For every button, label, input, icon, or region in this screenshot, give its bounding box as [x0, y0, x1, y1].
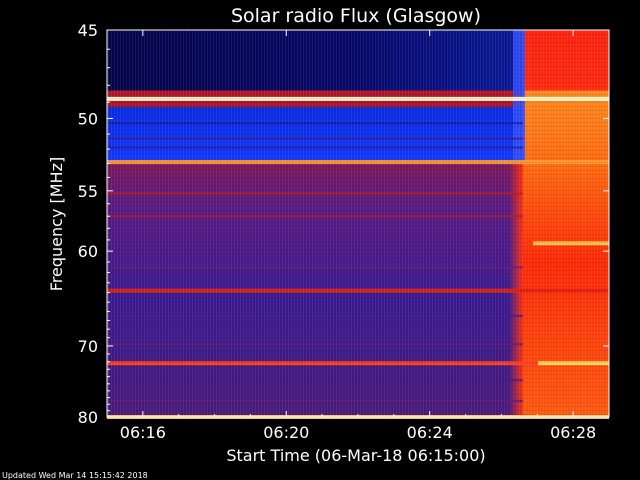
y-tick-label: 50 [78, 109, 98, 128]
y-axis-label: Frequency [MHz] [47, 157, 66, 291]
updated-timestamp: Updated Wed Mar 14 15:15:42 2018 [2, 471, 148, 480]
y-tick-label: 55 [78, 182, 98, 201]
x-tick-label: 06:28 [550, 423, 596, 442]
y-tick-label: 80 [78, 408, 98, 427]
y-tick-label: 45 [78, 21, 98, 40]
x-tick-label: 06:16 [120, 423, 166, 442]
y-axis: 45 50 55 60 70 80 [78, 21, 609, 427]
x-axis-label: Start Time (06-Mar-18 06:15:00) [226, 446, 485, 465]
chart-title: Solar radio Flux (Glasgow) [231, 5, 481, 27]
texture-overlay [107, 30, 609, 417]
spectrogram-plot-area [107, 30, 609, 419]
x-axis: 06:16 06:20 06:24 06:28 [106, 30, 610, 442]
y-tick-label: 70 [78, 337, 98, 356]
x-tick-label: 06:20 [263, 423, 309, 442]
x-tick-label: 06:24 [407, 423, 453, 442]
y-tick-label: 60 [78, 242, 98, 261]
